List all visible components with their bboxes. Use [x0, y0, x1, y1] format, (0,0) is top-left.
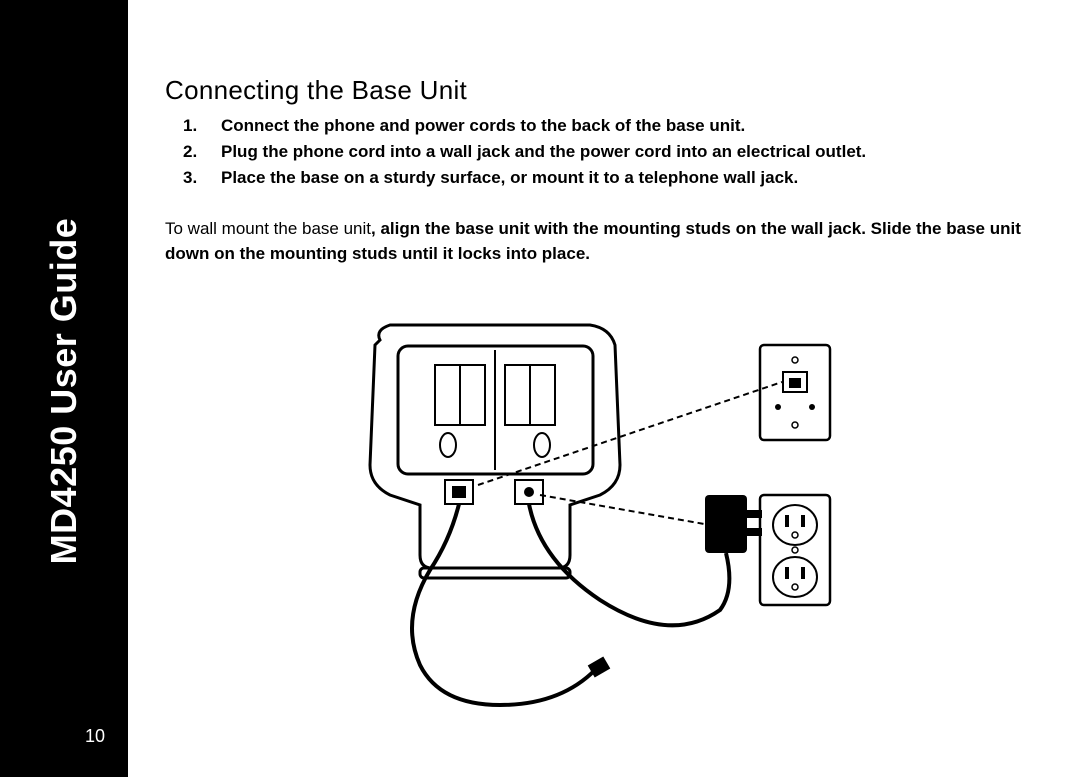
sidebar: MD4250 User Guide 10 [0, 0, 128, 777]
step-text: Connect the phone and power cords to the… [221, 114, 745, 138]
electrical-outlet [760, 495, 830, 605]
content-area: Connecting the Base Unit 1. Connect the … [165, 75, 1035, 267]
instruction-step: 3. Place the base on a sturdy surface, o… [183, 166, 1035, 190]
guide-title: MD4250 User Guide [43, 141, 85, 641]
step-number: 2. [183, 140, 221, 164]
section-title: Connecting the Base Unit [165, 75, 1035, 106]
wall-phone-jack [760, 345, 830, 440]
step-number: 1. [183, 114, 221, 138]
step-number: 3. [183, 166, 221, 190]
step-text: Place the base on a sturdy surface, or m… [221, 166, 798, 190]
power-adapter [705, 495, 762, 553]
phone-base [370, 325, 620, 578]
instruction-list: 1. Connect the phone and power cords to … [183, 114, 1035, 189]
connection-diagram [340, 310, 880, 740]
instruction-step: 1. Connect the phone and power cords to … [183, 114, 1035, 138]
step-text: Plug the phone cord into a wall jack and… [221, 140, 866, 164]
wall-mount-instructions: To wall mount the base unit, align the b… [165, 217, 1035, 266]
page-number: 10 [85, 726, 105, 747]
mount-intro: To wall mount the base unit [165, 219, 371, 238]
instruction-step: 2. Plug the phone cord into a wall jack … [183, 140, 1035, 164]
